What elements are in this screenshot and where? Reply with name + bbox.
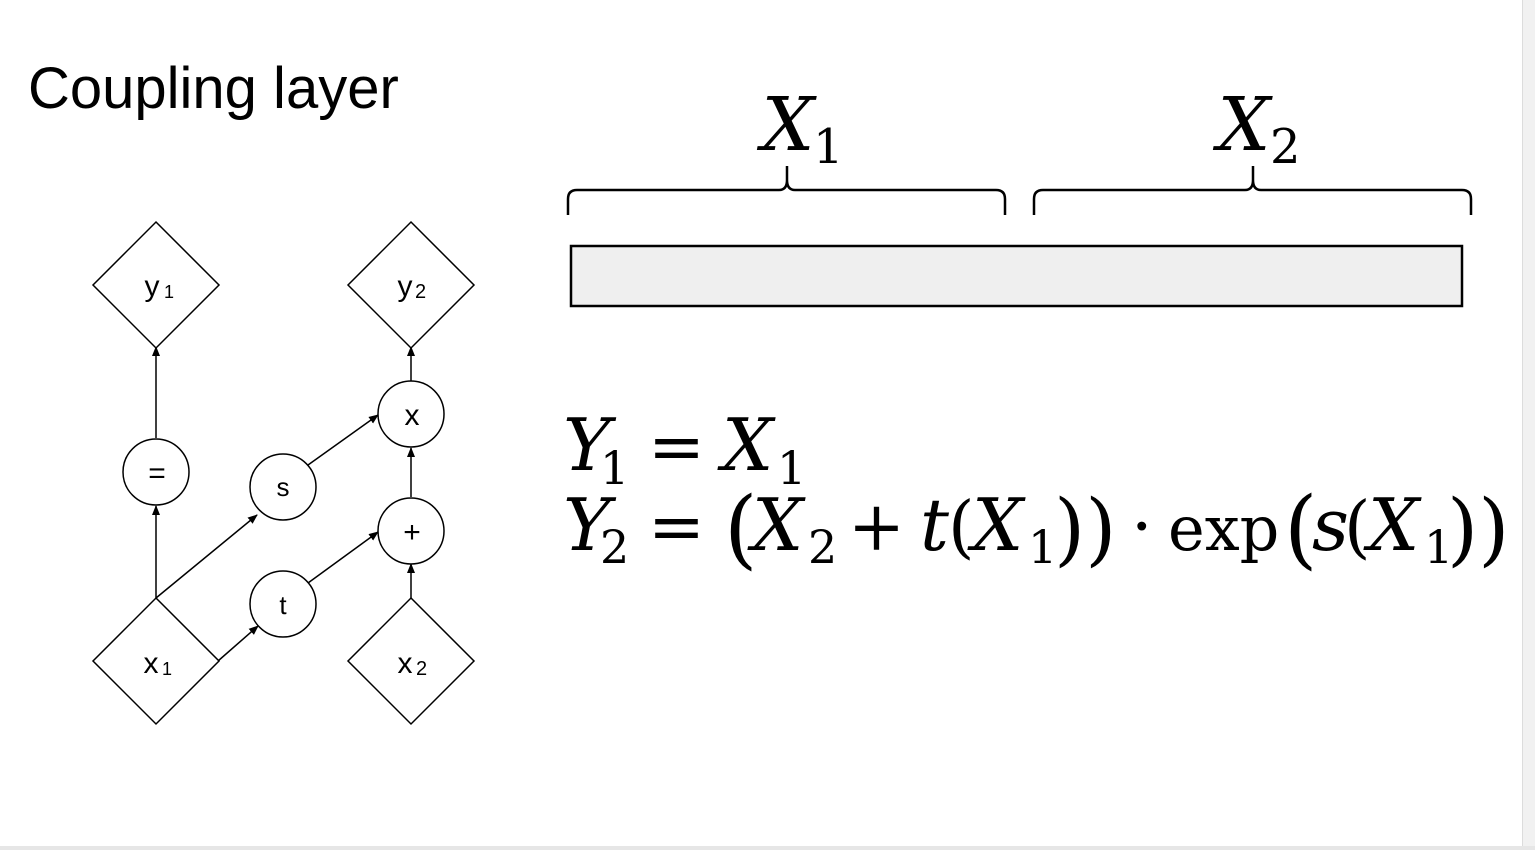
eq1-lhs: Y <box>563 403 617 487</box>
eq2-s-open-paren: ( <box>1284 479 1318 579</box>
node-multiply-label: x <box>405 399 420 432</box>
split-x1-letter: X <box>757 82 818 168</box>
eq2-t-x1-subscript: 1 <box>1028 520 1057 574</box>
edge-x1-to-t <box>217 625 259 662</box>
edge-s-to-mult <box>307 414 379 466</box>
slide-title: Coupling layer <box>28 56 399 121</box>
node-s: s <box>249 453 317 521</box>
input-vector-bar <box>569 244 1464 308</box>
node-multiply: x <box>377 380 445 448</box>
node-x2-letter: x <box>398 647 413 680</box>
eq1-rhs-subscript: 1 <box>777 441 806 495</box>
edge-x1-to-s <box>155 514 258 599</box>
eq1-rhs: X <box>717 403 776 487</box>
eq1-equals: = <box>648 408 705 487</box>
node-x1-subscript: 1 <box>162 659 172 679</box>
node-t: t <box>249 570 317 638</box>
eq2-s-x1-subscript: 1 <box>1424 520 1453 574</box>
node-x2-subscript: 2 <box>416 658 427 680</box>
eq2-dot: · <box>1131 488 1153 567</box>
graph-edges <box>152 346 415 662</box>
node-y2-letter: y <box>398 270 413 303</box>
node-s-label: s <box>277 472 290 502</box>
brace-x2 <box>1032 166 1473 215</box>
node-y2: y 2 <box>346 220 476 350</box>
eq2-exp: exp <box>1168 492 1279 565</box>
split-x1-subscript: 1 <box>813 119 844 175</box>
eq2-lhs-subscript: 2 <box>600 520 629 574</box>
node-identity: = <box>122 438 190 506</box>
node-y2-subscript: 2 <box>415 281 426 303</box>
equation-2: Y 2 = ( X 2 + t ( X 1 )) · exp ( s ( X 1… <box>563 479 1509 579</box>
brace-x1 <box>566 166 1007 215</box>
split-x2-letter: X <box>1213 82 1274 168</box>
eq2-t-open-paren: ( <box>948 488 975 567</box>
equation-1: Y 1 = X 1 <box>563 403 806 495</box>
computation-graph: y 1 y 2 x 1 x 2 = <box>91 220 476 726</box>
eq2-plus: + <box>848 488 905 567</box>
eq2-x2-subscript: 2 <box>808 520 837 574</box>
node-x2: x 2 <box>346 596 476 726</box>
node-t-label: t <box>279 590 287 620</box>
split-x2-subscript: 2 <box>1270 119 1301 175</box>
node-y1: y 1 <box>91 220 221 350</box>
node-add: + <box>377 497 445 565</box>
eq2-open-paren: ( <box>724 479 758 579</box>
eq2-x2: X <box>747 483 806 567</box>
eq2-s-paren: ( <box>1344 488 1371 567</box>
eq2-s: s <box>1312 483 1349 567</box>
window-bottom-edge <box>0 846 1535 850</box>
eq2-s-close: )) <box>1447 482 1509 575</box>
edge-t-to-plus <box>307 531 379 584</box>
eq2-equals: = <box>648 488 705 567</box>
node-x1: x 1 <box>91 596 221 726</box>
eq2-t-close: )) <box>1054 482 1116 575</box>
eq2-s-x1: X <box>1363 483 1422 567</box>
eq2-t-x1: X <box>967 483 1026 567</box>
eq2-lhs: Y <box>563 483 617 567</box>
eq1-lhs-subscript: 1 <box>600 441 629 495</box>
window-right-edge <box>1522 0 1535 850</box>
node-y1-subscript: 1 <box>164 282 174 302</box>
node-x1-letter: x <box>144 647 159 680</box>
eq2-t: t <box>920 483 950 567</box>
node-identity-label: = <box>148 457 166 490</box>
input-split: X 1 X 2 <box>566 82 1473 308</box>
node-add-label: + <box>403 516 421 549</box>
node-y1-letter: y <box>145 270 160 303</box>
